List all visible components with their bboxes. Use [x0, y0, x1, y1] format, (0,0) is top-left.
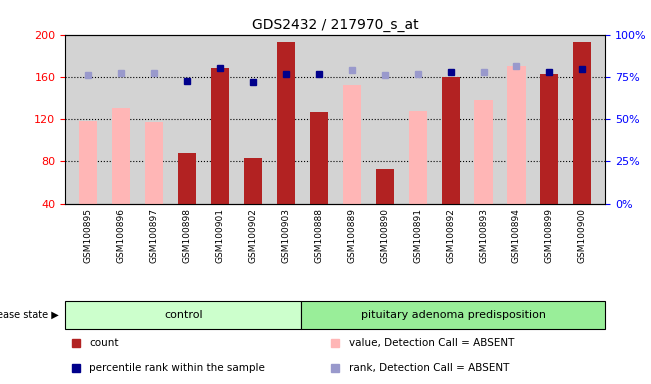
Text: GSM100895: GSM100895 — [84, 208, 92, 263]
Text: control: control — [164, 310, 202, 320]
Bar — [342, 85, 361, 204]
Text: percentile rank within the sample: percentile rank within the sample — [89, 362, 266, 373]
Text: GSM100889: GSM100889 — [347, 208, 356, 263]
Bar — [211, 68, 229, 204]
FancyBboxPatch shape — [65, 301, 301, 329]
Text: GSM100901: GSM100901 — [215, 208, 225, 263]
Bar — [145, 122, 163, 204]
Text: pituitary adenoma predisposition: pituitary adenoma predisposition — [361, 310, 546, 320]
FancyBboxPatch shape — [301, 301, 605, 329]
Bar — [475, 100, 493, 204]
Text: GSM100896: GSM100896 — [117, 208, 126, 263]
Text: GSM100893: GSM100893 — [479, 208, 488, 263]
Text: GSM100898: GSM100898 — [182, 208, 191, 263]
Text: GSM100891: GSM100891 — [413, 208, 422, 263]
Bar — [79, 121, 97, 204]
Bar — [244, 158, 262, 204]
Bar — [574, 42, 591, 204]
Text: GSM100892: GSM100892 — [446, 208, 455, 263]
Bar — [540, 74, 559, 204]
Bar — [409, 111, 426, 204]
Bar — [277, 42, 295, 204]
Text: GSM100890: GSM100890 — [380, 208, 389, 263]
Text: GSM100900: GSM100900 — [578, 208, 587, 263]
Text: GSM100894: GSM100894 — [512, 208, 521, 263]
Text: GSM100888: GSM100888 — [314, 208, 324, 263]
Bar — [376, 169, 394, 204]
Text: GSM100897: GSM100897 — [150, 208, 159, 263]
Title: GDS2432 / 217970_s_at: GDS2432 / 217970_s_at — [252, 18, 419, 32]
Bar — [507, 66, 525, 204]
Text: count: count — [89, 338, 119, 348]
Text: GSM100899: GSM100899 — [545, 208, 554, 263]
Text: rank, Detection Call = ABSENT: rank, Detection Call = ABSENT — [349, 362, 509, 373]
Bar — [112, 109, 130, 204]
Bar — [310, 112, 328, 204]
Text: GSM100902: GSM100902 — [249, 208, 257, 263]
Text: disease state ▶: disease state ▶ — [0, 310, 59, 320]
Text: value, Detection Call = ABSENT: value, Detection Call = ABSENT — [349, 338, 514, 348]
Bar — [441, 77, 460, 204]
Text: GSM100903: GSM100903 — [281, 208, 290, 263]
Bar — [178, 153, 196, 204]
